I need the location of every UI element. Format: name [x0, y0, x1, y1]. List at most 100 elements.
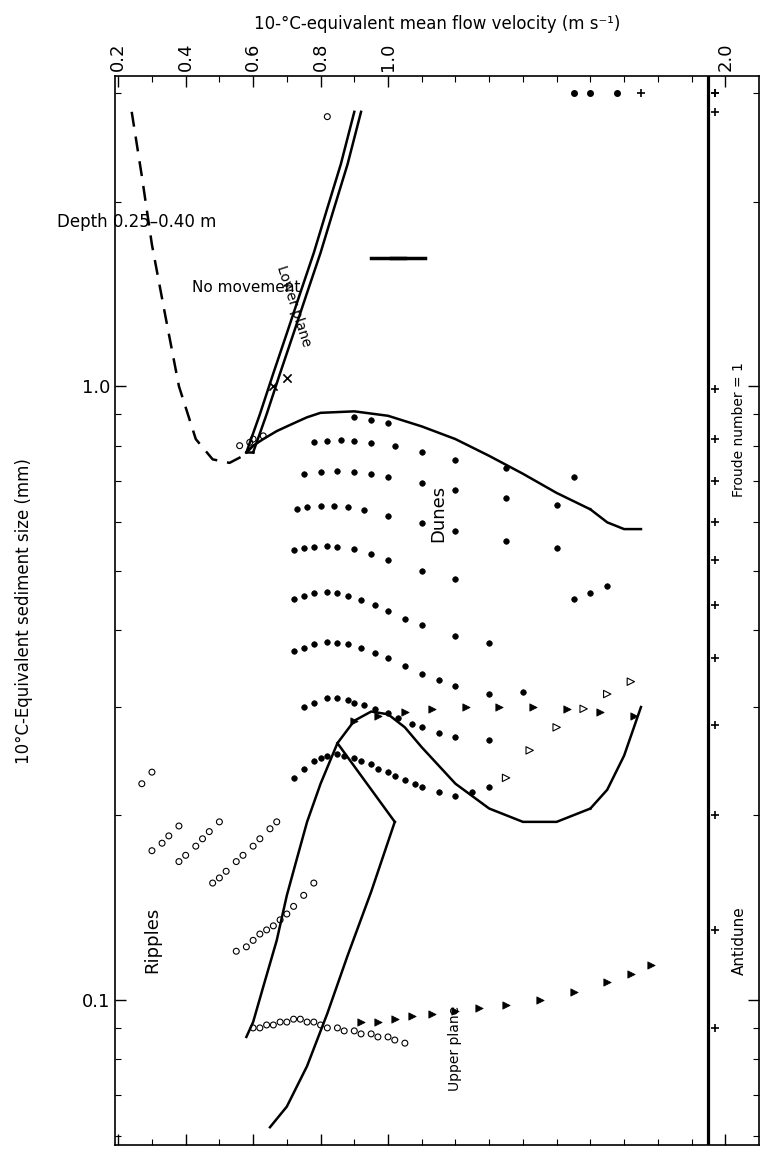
Point	[358, 501, 371, 520]
Point	[500, 996, 512, 1015]
Point	[281, 1013, 293, 1031]
Point	[267, 1016, 279, 1035]
Point	[449, 480, 461, 499]
Point	[321, 689, 334, 708]
Point	[625, 965, 637, 984]
Point	[348, 541, 361, 559]
Point	[230, 942, 242, 960]
Point	[493, 698, 505, 717]
Point	[500, 769, 512, 788]
Point	[399, 702, 411, 720]
Point	[331, 689, 344, 708]
Point	[709, 716, 721, 734]
Point	[247, 430, 259, 449]
Point	[372, 706, 384, 725]
Point	[331, 462, 344, 480]
Point	[321, 582, 334, 601]
Point	[550, 495, 563, 514]
Point	[358, 696, 371, 715]
Point	[321, 432, 334, 450]
Point	[416, 616, 428, 635]
Point	[382, 763, 394, 782]
Point	[399, 771, 411, 790]
Point	[709, 596, 721, 615]
Point	[368, 644, 381, 662]
Point	[389, 767, 401, 785]
Point	[281, 905, 293, 923]
Point	[314, 1016, 327, 1035]
Point	[406, 1007, 418, 1025]
Point	[365, 1024, 378, 1043]
Point	[389, 437, 401, 456]
Point	[550, 538, 563, 557]
Point	[365, 434, 378, 452]
Point	[260, 1016, 272, 1035]
Point	[466, 783, 478, 802]
Point	[146, 841, 158, 860]
Point	[527, 698, 539, 717]
Point	[254, 925, 266, 943]
Point	[382, 1028, 394, 1046]
Point	[449, 522, 461, 541]
Point	[567, 983, 580, 1001]
Point	[416, 665, 428, 683]
Point	[365, 545, 378, 564]
Point	[433, 724, 445, 742]
Point	[331, 1018, 344, 1037]
Point	[267, 916, 279, 935]
Point	[399, 657, 411, 675]
Point	[577, 699, 590, 718]
Point	[601, 684, 614, 703]
Point	[433, 783, 445, 802]
Point	[287, 589, 300, 608]
Text: Lower plane: Lower plane	[274, 263, 313, 349]
Point	[247, 931, 259, 950]
Point	[500, 488, 512, 507]
Point	[287, 897, 300, 915]
Point	[365, 411, 378, 429]
Point	[287, 769, 300, 788]
Point	[416, 561, 428, 580]
Point	[240, 937, 252, 956]
Point	[382, 602, 394, 621]
Y-axis label: 10°C-Equivalent sediment size (mm): 10°C-Equivalent sediment size (mm)	[15, 458, 33, 763]
Point	[426, 699, 438, 718]
Point	[331, 633, 344, 652]
Point	[321, 1018, 334, 1037]
Point	[483, 633, 495, 652]
Point	[297, 760, 310, 778]
Point	[517, 682, 529, 701]
Point	[301, 498, 313, 516]
Point	[426, 1005, 438, 1023]
Point	[368, 699, 381, 718]
Point	[341, 635, 354, 653]
Point	[247, 1018, 259, 1037]
Point	[213, 813, 225, 832]
Point	[338, 746, 351, 764]
Point	[584, 85, 597, 103]
Point	[146, 763, 158, 782]
Point	[365, 464, 378, 483]
Point	[354, 590, 367, 609]
Point	[354, 638, 367, 657]
Point	[307, 583, 320, 602]
Point	[372, 1013, 384, 1031]
Point	[341, 587, 354, 606]
Point	[416, 443, 428, 462]
Point	[709, 1018, 721, 1037]
Point	[584, 583, 597, 602]
Point	[449, 676, 461, 695]
Point	[331, 745, 344, 763]
Point	[354, 752, 367, 770]
Point	[297, 638, 310, 657]
Point	[449, 786, 461, 805]
Point	[314, 496, 327, 515]
Point	[321, 746, 334, 764]
Point	[230, 853, 242, 871]
Point	[709, 102, 721, 121]
Point	[382, 414, 394, 433]
Text: Froude number = 1: Froude number = 1	[732, 362, 746, 496]
Point	[338, 1022, 351, 1041]
Point	[389, 1031, 401, 1050]
Point	[354, 1024, 367, 1043]
